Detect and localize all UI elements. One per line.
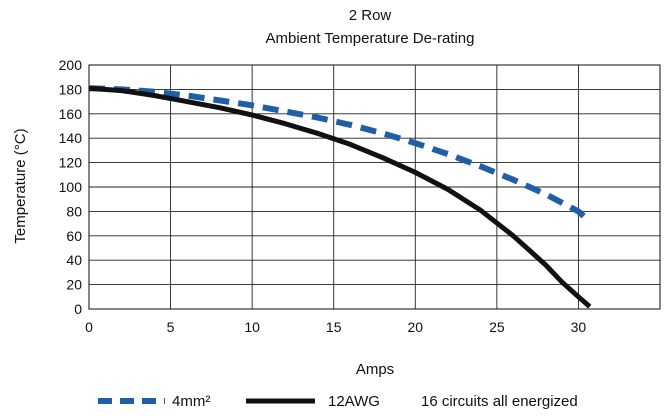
y-tick-label: 160 xyxy=(59,106,83,122)
annotation: 16 circuits all energized xyxy=(421,393,578,410)
y-tick-label: 60 xyxy=(66,228,82,244)
y-axis-label: Temperature (°C) xyxy=(12,128,29,243)
legend: 4mm² 12AWG xyxy=(98,393,380,410)
x-tick-labels: 0 5 10 15 20 25 30 xyxy=(85,319,586,335)
y-tick-labels: 0 20 40 60 80 100 120 140 160 180 200 xyxy=(59,57,83,317)
y-tick-label: 140 xyxy=(59,130,83,146)
series-lines xyxy=(88,85,592,309)
x-tick-label: 20 xyxy=(407,319,423,335)
chart-title: 2 Row xyxy=(349,7,392,24)
y-tick-label: 20 xyxy=(66,277,82,293)
legend-label-4mm2: 4mm² xyxy=(172,393,210,410)
y-tick-label: 200 xyxy=(59,57,83,73)
series-line-12awg xyxy=(88,85,592,309)
y-tick-label: 120 xyxy=(59,155,83,171)
plot-frame xyxy=(88,64,661,310)
x-tick-label: 30 xyxy=(571,319,587,335)
x-tick-label: 5 xyxy=(167,319,175,335)
y-tick-label: 100 xyxy=(59,179,83,195)
x-axis-label: Amps xyxy=(356,361,394,378)
x-tick-label: 0 xyxy=(85,319,93,335)
x-tick-label: 10 xyxy=(244,319,260,335)
legend-label-12awg: 12AWG xyxy=(328,393,380,410)
x-tick-label: 25 xyxy=(489,319,505,335)
x-tick-label: 15 xyxy=(326,319,342,335)
chart-subtitle: Ambient Temperature De-rating xyxy=(266,30,475,47)
series-line-4mm2 xyxy=(88,85,589,221)
y-tick-label: 40 xyxy=(66,252,82,268)
y-tick-label: 0 xyxy=(74,301,82,317)
y-tick-label: 180 xyxy=(59,81,83,97)
y-tick-label: 80 xyxy=(66,203,82,219)
